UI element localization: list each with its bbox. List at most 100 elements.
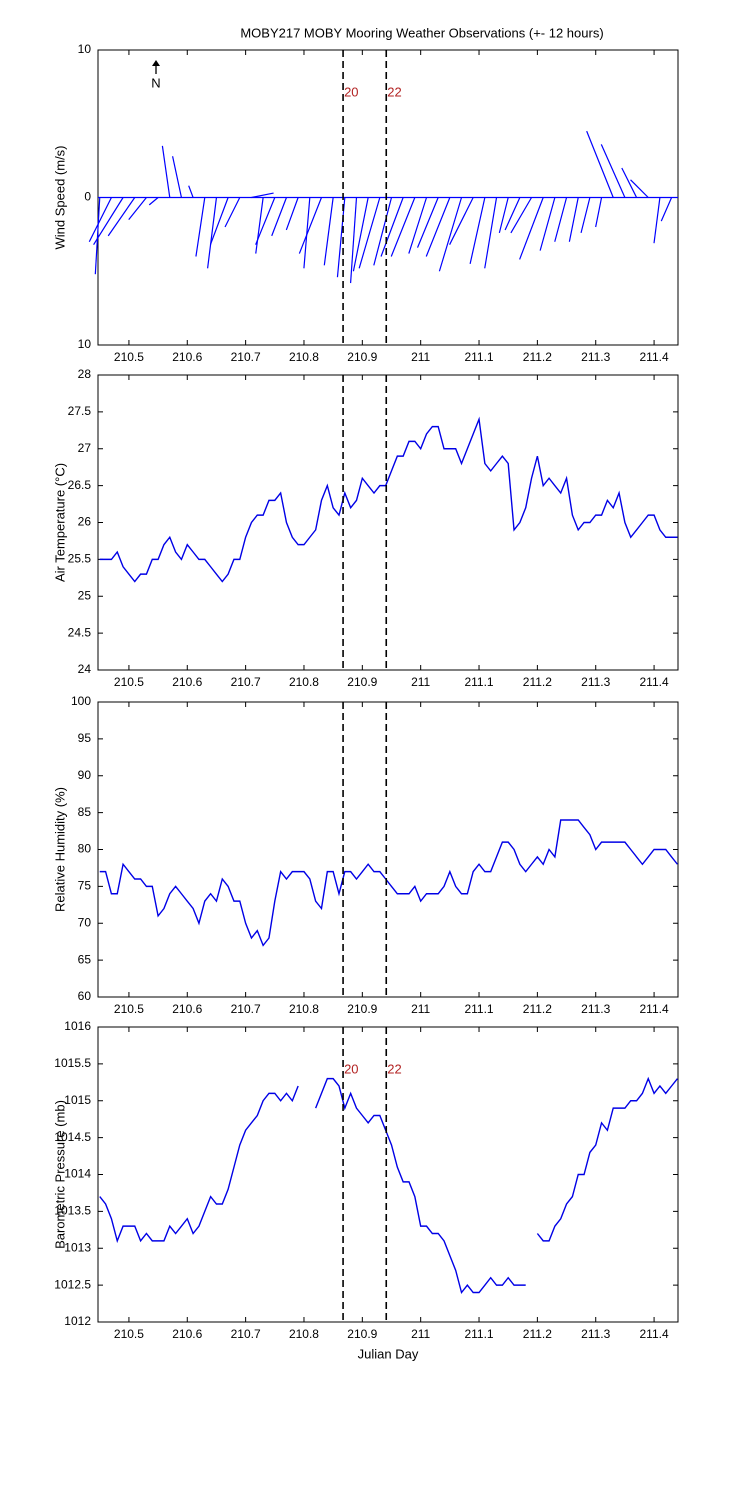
x-tick-label: 211.3 <box>581 350 610 364</box>
wind-stick <box>303 197 311 269</box>
x-tick-label: 211.3 <box>581 1002 610 1016</box>
x-tick-label: 211.4 <box>640 1002 669 1016</box>
y-tick-label: 25 <box>78 588 92 602</box>
y-tick-label: 70 <box>78 915 92 929</box>
wind-stick <box>504 197 521 231</box>
wind-stick <box>255 197 264 254</box>
x-tick-label: 210.5 <box>114 675 144 689</box>
plot-frame <box>97 701 679 998</box>
x-tick-label: 210.6 <box>172 1002 202 1016</box>
wind-stick <box>380 197 404 257</box>
x-axis-label: Julian Day <box>358 1346 419 1361</box>
y-tick-label: 90 <box>78 768 92 782</box>
wind-stick <box>323 197 334 266</box>
wind-stick <box>172 156 183 198</box>
x-tick-label: 210.9 <box>347 350 377 364</box>
y-tick-label: 1015.5 <box>54 1056 91 1070</box>
wind-stick <box>107 197 136 237</box>
north-arrow-head <box>152 60 160 66</box>
y-tick-label: 1016 <box>64 1019 91 1033</box>
wind-stick <box>161 145 171 198</box>
wind-stick <box>600 144 626 198</box>
wind-stick <box>630 179 649 198</box>
wind-stick <box>373 197 393 266</box>
wind-stick <box>519 197 544 260</box>
y-tick-label: 1014.5 <box>54 1130 91 1144</box>
x-tick-label: 211.1 <box>464 1002 493 1016</box>
wind-stick <box>298 197 323 254</box>
wind-stick <box>195 197 206 257</box>
x-tick-label: 211.4 <box>640 675 669 689</box>
x-tick-label: 210.5 <box>114 1327 144 1341</box>
x-tick-label: 210.5 <box>114 350 144 364</box>
y-tick-label: 1015 <box>64 1093 91 1107</box>
y-tick-label: 24 <box>78 662 92 676</box>
wind-stick <box>188 185 194 198</box>
wind-stick <box>255 197 276 245</box>
chart-title: MOBY217 MOBY Mooring Weather Observation… <box>240 25 603 40</box>
y-tick-label: 25.5 <box>68 552 92 566</box>
data-line <box>99 1076 678 1295</box>
wind-stick <box>128 197 147 220</box>
x-tick-label: 210.8 <box>289 675 319 689</box>
y-tick-label: 65 <box>78 952 92 966</box>
plot-frame <box>97 374 679 671</box>
wind-stick <box>498 197 509 234</box>
wind-stick <box>580 197 591 234</box>
x-tick-label: 211.1 <box>464 350 493 364</box>
data-line <box>99 819 678 947</box>
y-tick-label: 60 <box>78 989 92 1003</box>
x-tick-label: 210.8 <box>289 1002 319 1016</box>
x-tick-label: 210.7 <box>231 1002 261 1016</box>
x-tick-label: 210.7 <box>231 675 261 689</box>
x-tick-label: 210.6 <box>172 675 202 689</box>
wind-stick <box>510 197 533 234</box>
x-tick-label: 211.4 <box>640 1327 669 1341</box>
y-tick-label: 75 <box>78 879 92 893</box>
x-tick-label: 211.2 <box>523 1327 552 1341</box>
event-label: 22 <box>387 1061 401 1076</box>
wind-stick <box>484 197 498 269</box>
north-label: N <box>151 75 160 90</box>
y-tick-label: 28 <box>78 367 92 381</box>
wind-stick <box>94 197 101 275</box>
y-axis-label: Air Temperature (°C) <box>52 463 67 582</box>
x-tick-label: 211.3 <box>581 675 610 689</box>
y-tick-label: 26.5 <box>68 478 92 492</box>
x-tick-label: 211.1 <box>464 675 493 689</box>
x-tick-label: 211 <box>411 1002 430 1016</box>
wind-stick <box>88 197 112 243</box>
y-tick-label: 27.5 <box>68 404 92 418</box>
wind-stick <box>285 197 299 231</box>
x-tick-label: 211 <box>411 350 430 364</box>
wind-stick <box>408 197 428 254</box>
wind-stick <box>251 192 274 199</box>
x-tick-label: 211.2 <box>523 1002 552 1016</box>
x-tick-label: 210.8 <box>289 350 319 364</box>
wind-stick <box>271 197 288 237</box>
wind-stick <box>358 197 381 269</box>
wind-stick <box>469 197 486 265</box>
y-axis-label: Barometric Pressure (mb) <box>52 1100 67 1249</box>
y-axis-label: Wind Speed (m/s) <box>52 145 67 249</box>
wind-stick <box>595 197 603 228</box>
x-tick-label: 210.6 <box>172 350 202 364</box>
event-label: 20 <box>344 84 358 99</box>
wind-stick <box>539 197 556 251</box>
y-axis-label: Relative Humidity (%) <box>52 787 67 912</box>
wind-stick <box>148 197 159 206</box>
y-tick-label: 1012 <box>64 1314 91 1328</box>
event-label: 22 <box>387 84 401 99</box>
wind-stick <box>224 197 241 228</box>
x-tick-label: 211.2 <box>523 675 552 689</box>
wind-stick <box>349 197 358 284</box>
x-tick-label: 211.3 <box>581 1327 610 1341</box>
y-tick-label: 95 <box>78 731 92 745</box>
y-tick-label: 85 <box>78 805 92 819</box>
wind-stick <box>438 197 463 272</box>
x-tick-label: 211.2 <box>523 350 552 364</box>
y-tick-label: 27 <box>78 441 92 455</box>
wind-stick <box>209 197 229 245</box>
